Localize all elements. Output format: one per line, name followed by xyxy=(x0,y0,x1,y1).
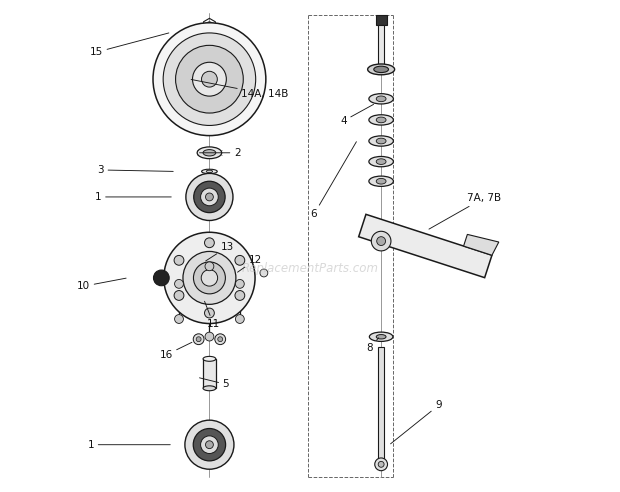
Bar xyxy=(376,15,386,25)
Ellipse shape xyxy=(203,150,216,156)
Circle shape xyxy=(175,314,184,323)
Circle shape xyxy=(235,255,245,265)
Ellipse shape xyxy=(206,170,213,173)
Circle shape xyxy=(206,22,213,29)
Circle shape xyxy=(192,62,226,96)
Text: 14A, 14B: 14A, 14B xyxy=(191,80,289,99)
Circle shape xyxy=(202,270,218,286)
Circle shape xyxy=(193,334,204,344)
Text: 1: 1 xyxy=(95,192,171,202)
Ellipse shape xyxy=(203,386,216,391)
Text: 5: 5 xyxy=(200,378,229,389)
Text: 4: 4 xyxy=(340,104,373,126)
Text: ReplacementParts.com: ReplacementParts.com xyxy=(242,262,378,275)
Text: 13: 13 xyxy=(206,242,234,261)
Circle shape xyxy=(175,45,243,113)
Circle shape xyxy=(377,237,386,246)
Ellipse shape xyxy=(370,332,393,341)
Circle shape xyxy=(175,279,184,288)
Circle shape xyxy=(205,193,213,201)
Ellipse shape xyxy=(376,96,386,102)
Ellipse shape xyxy=(203,356,216,361)
Circle shape xyxy=(374,458,388,471)
Circle shape xyxy=(153,23,266,136)
Circle shape xyxy=(371,231,391,251)
Ellipse shape xyxy=(368,64,395,75)
Circle shape xyxy=(378,461,384,467)
Text: 11: 11 xyxy=(205,301,220,330)
Circle shape xyxy=(205,262,214,271)
Circle shape xyxy=(185,420,234,469)
Circle shape xyxy=(163,33,255,125)
Ellipse shape xyxy=(376,138,386,144)
Text: 1: 1 xyxy=(87,440,170,450)
Text: 2: 2 xyxy=(200,148,241,158)
Text: 3: 3 xyxy=(97,165,173,175)
Ellipse shape xyxy=(376,335,386,339)
Circle shape xyxy=(174,291,184,300)
Ellipse shape xyxy=(369,136,394,146)
Circle shape xyxy=(260,269,268,277)
Text: 10: 10 xyxy=(77,278,126,291)
Text: 16: 16 xyxy=(159,342,192,360)
Circle shape xyxy=(236,314,244,323)
Bar xyxy=(203,359,216,388)
Circle shape xyxy=(174,255,184,265)
Bar xyxy=(378,25,384,67)
Ellipse shape xyxy=(369,115,394,125)
Text: 8: 8 xyxy=(366,338,379,353)
Circle shape xyxy=(186,173,233,220)
Ellipse shape xyxy=(369,156,394,167)
Text: 7A, 7B: 7A, 7B xyxy=(429,193,501,229)
Circle shape xyxy=(196,337,201,341)
Circle shape xyxy=(193,262,226,294)
Ellipse shape xyxy=(376,117,386,123)
Ellipse shape xyxy=(369,176,394,186)
Circle shape xyxy=(201,436,218,454)
Polygon shape xyxy=(358,215,492,277)
Circle shape xyxy=(164,232,255,324)
Text: 15: 15 xyxy=(90,33,169,57)
Circle shape xyxy=(205,441,213,449)
Ellipse shape xyxy=(376,159,386,164)
Circle shape xyxy=(154,270,169,286)
Ellipse shape xyxy=(369,93,394,104)
Circle shape xyxy=(205,332,214,341)
Circle shape xyxy=(193,181,225,213)
Text: 6: 6 xyxy=(311,142,356,219)
Circle shape xyxy=(183,251,236,305)
Circle shape xyxy=(201,188,218,206)
Circle shape xyxy=(202,71,218,87)
Circle shape xyxy=(235,291,245,300)
Circle shape xyxy=(205,238,215,247)
Text: 9: 9 xyxy=(391,400,441,444)
Circle shape xyxy=(205,308,215,318)
Circle shape xyxy=(193,429,226,461)
Circle shape xyxy=(236,279,244,288)
Ellipse shape xyxy=(374,66,389,72)
Bar xyxy=(378,346,384,464)
Text: 12: 12 xyxy=(237,255,262,272)
Ellipse shape xyxy=(202,169,217,174)
Circle shape xyxy=(218,337,223,341)
Ellipse shape xyxy=(197,147,222,159)
Polygon shape xyxy=(464,234,499,255)
Ellipse shape xyxy=(376,179,386,184)
Circle shape xyxy=(215,334,226,344)
